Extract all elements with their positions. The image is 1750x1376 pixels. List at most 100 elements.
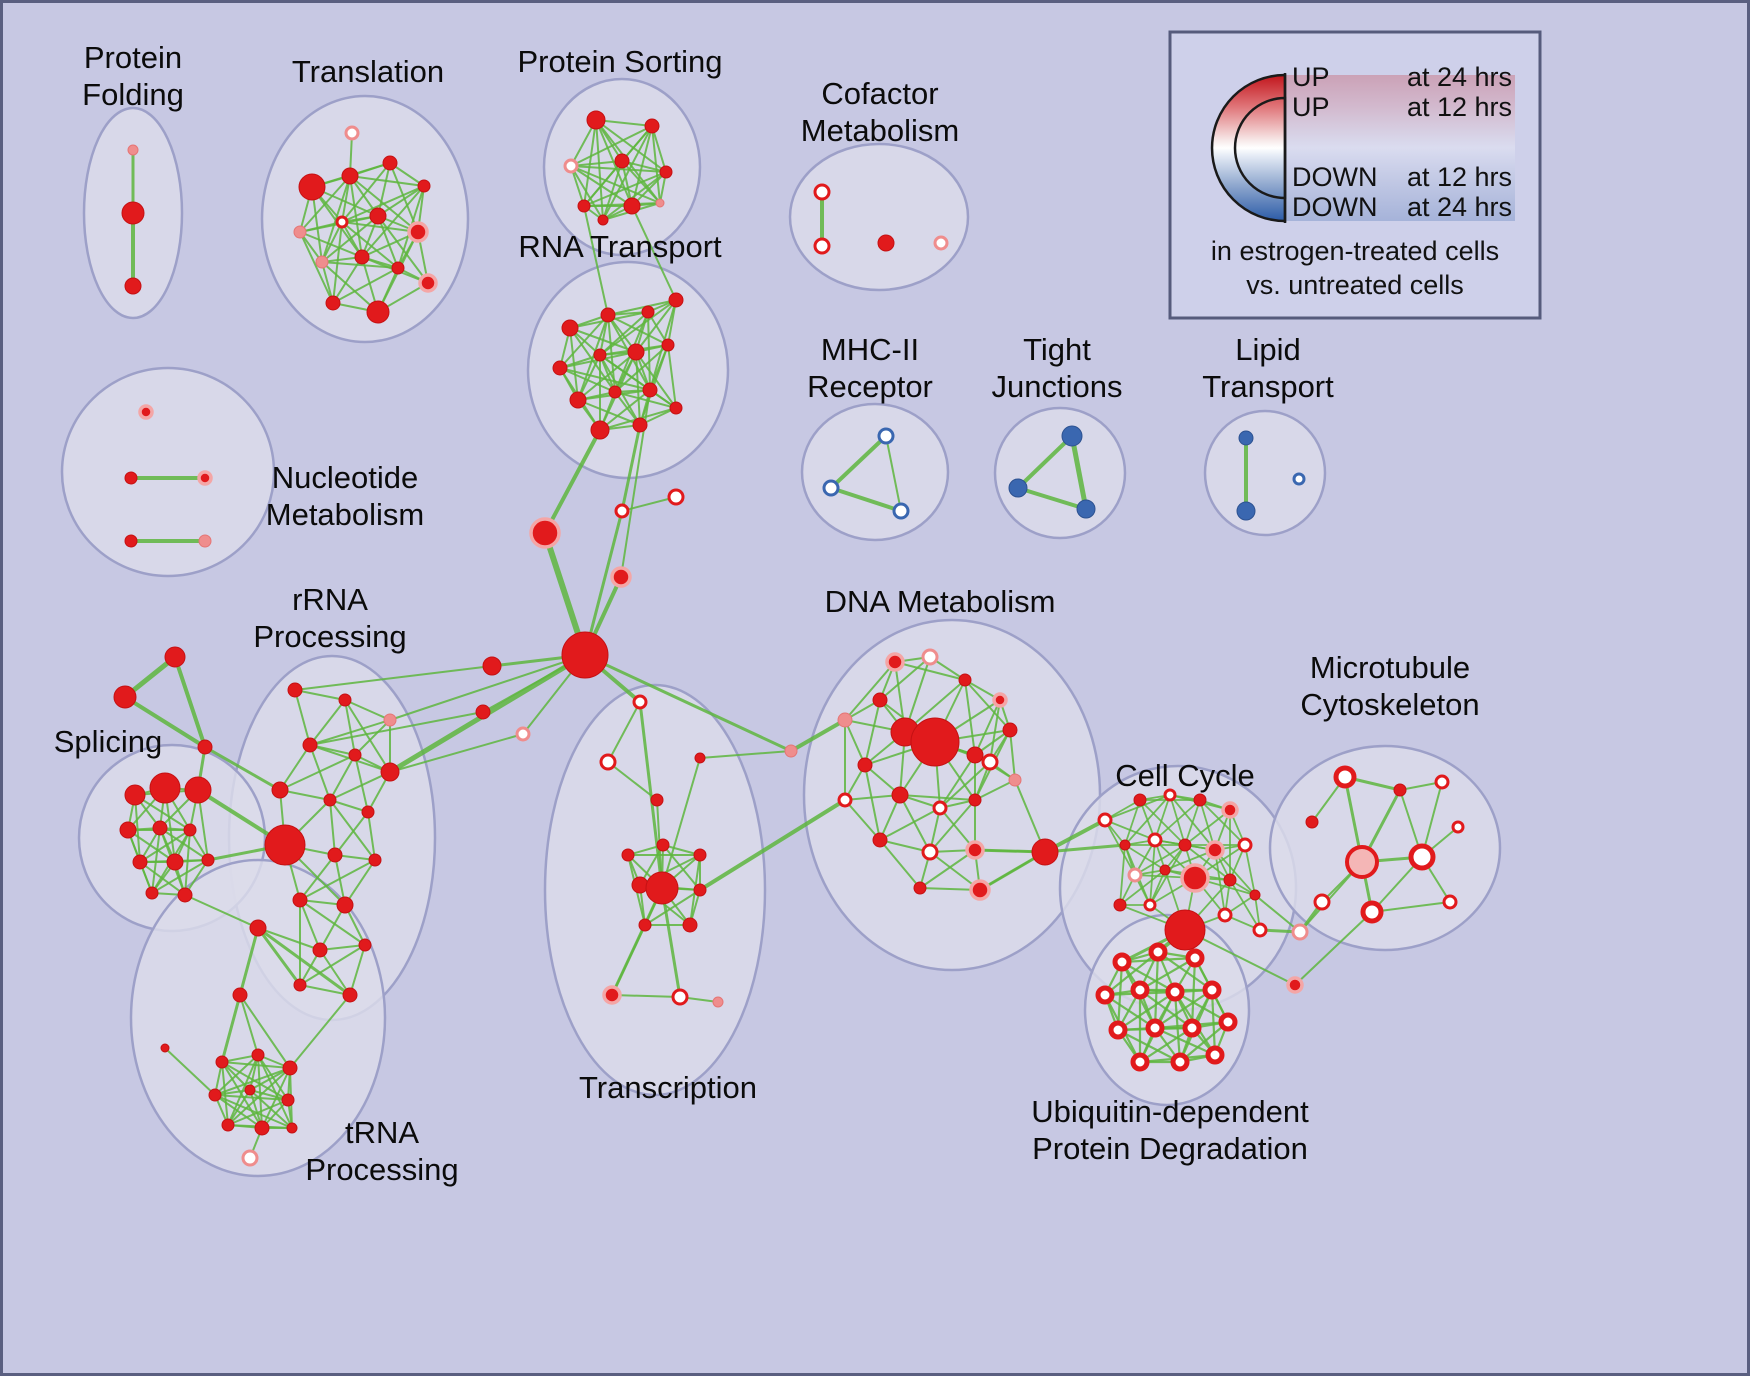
cluster-ellipse-nucleotide-metabolism (60, 366, 276, 578)
network-edge (227, 1067, 291, 1126)
network-edge (1016, 486, 1088, 511)
network-edge (151, 859, 209, 894)
network-node-rr10 (264, 824, 306, 866)
network-edge (214, 1067, 291, 1096)
network-node-mc10 (1442, 894, 1458, 910)
network-node-c6 (482, 656, 502, 676)
network-node-cf3 (877, 234, 895, 252)
network-node-sp11 (177, 887, 193, 903)
network-edge (599, 389, 651, 431)
network-node-t1 (344, 125, 360, 141)
network-node-ub3 (1185, 948, 1205, 968)
network-node-cc1 (1097, 812, 1113, 828)
legend-footer-line2: vs. untreated cells (1246, 270, 1464, 300)
network-node-c3 (667, 488, 685, 506)
network-node-sp5 (152, 820, 168, 836)
cluster-label-rrna-processing: Processing (253, 619, 406, 654)
network-edge (321, 215, 379, 263)
network-edge (607, 701, 641, 763)
network-edge (329, 799, 369, 813)
network-node-ps9 (655, 198, 665, 208)
network-node-tc13 (602, 985, 622, 1005)
cluster-label-mhc-ii-receptor: Receptor (807, 369, 933, 404)
network-edge (667, 344, 677, 409)
network-edge (583, 653, 793, 753)
network-node-tn13 (241, 1149, 259, 1167)
network-node-dm17 (1008, 773, 1022, 787)
legend-row-up24-time: at 24 hrs (1407, 62, 1512, 92)
network-edge (299, 175, 351, 233)
network-edge (1009, 729, 1016, 781)
network-node-ml2 (1286, 976, 1304, 994)
network-node-lt1 (1238, 430, 1254, 446)
network-node-dm18 (872, 832, 888, 848)
network-node-t6 (293, 225, 307, 239)
network-node-sp1 (124, 784, 146, 806)
network-edge (577, 351, 637, 401)
network-node-tj3 (1076, 499, 1096, 519)
network-node-rr11 (327, 847, 343, 863)
network-node-rt11 (642, 382, 658, 398)
network-node-t5 (417, 179, 431, 193)
network-edge (570, 160, 623, 167)
network-node-rr2 (338, 693, 352, 707)
network-edge (1138, 1026, 1194, 1064)
network-node-dm16 (968, 793, 982, 807)
network-node-tj2 (1008, 478, 1028, 498)
network-node-cc10 (1237, 837, 1253, 853)
network-edge (989, 699, 1001, 763)
network-node-t15 (418, 273, 438, 293)
cluster-ellipse-trna-processing (129, 858, 387, 1178)
network-edge (321, 221, 343, 263)
network-node-dm6 (992, 692, 1008, 708)
network-edge (299, 984, 351, 996)
network-edge (559, 367, 651, 391)
network-edge (607, 314, 669, 346)
network-edge (341, 221, 399, 269)
network-node-dm21 (913, 881, 927, 895)
network-edge (334, 811, 369, 856)
cluster-label-mhc-ii-receptor: MHC-II (821, 332, 919, 367)
network-edge (635, 351, 641, 426)
network-node-ub6 (1165, 982, 1185, 1002)
network-node-ps8 (597, 214, 609, 226)
network-node-t10 (315, 255, 329, 269)
network-edge (1016, 434, 1074, 490)
network-node-sp7 (132, 854, 148, 870)
network-node-cc14 (1223, 873, 1237, 887)
network-edge (184, 894, 259, 929)
network-node-dm10 (966, 746, 984, 764)
network-edge (1229, 879, 1261, 931)
network-edge (321, 261, 379, 313)
network-edge (1069, 433, 1089, 512)
network-node-rr15 (312, 942, 328, 958)
network-node-ub10 (1182, 1018, 1202, 1038)
network-edge (621, 496, 677, 512)
network-edge (227, 1099, 289, 1126)
network-node-tn4 (215, 1055, 229, 1069)
network-edge (1103, 993, 1157, 1030)
network-edge (1184, 809, 1231, 846)
network-node-rt6 (593, 348, 607, 362)
network-edge (309, 699, 346, 746)
legend-row-up12-label: UP (1292, 92, 1330, 122)
network-edge (1153, 988, 1214, 1030)
network-node-ub14 (1205, 1045, 1225, 1065)
network-edge (1116, 960, 1124, 1032)
network-edge (844, 719, 866, 766)
network-node-pf1 (127, 144, 139, 156)
network-edge (299, 854, 336, 901)
network-node-t11 (354, 249, 370, 265)
network-node-tn6 (282, 1060, 298, 1076)
cluster-label-cofactor-metabolism: Metabolism (801, 113, 960, 148)
network-edge (299, 944, 366, 986)
network-node-rt8 (661, 338, 675, 352)
cluster-label-microtubule-cytoskeleton: Microtubule (1310, 650, 1470, 685)
network-node-rr4 (302, 737, 318, 753)
network-node-cc16 (1143, 898, 1157, 912)
network-node-rr14 (336, 896, 354, 914)
network-node-mc3 (1434, 774, 1450, 790)
network-node-t8 (369, 207, 387, 225)
network-edge (614, 344, 669, 393)
network-node-mc8 (1313, 893, 1331, 911)
